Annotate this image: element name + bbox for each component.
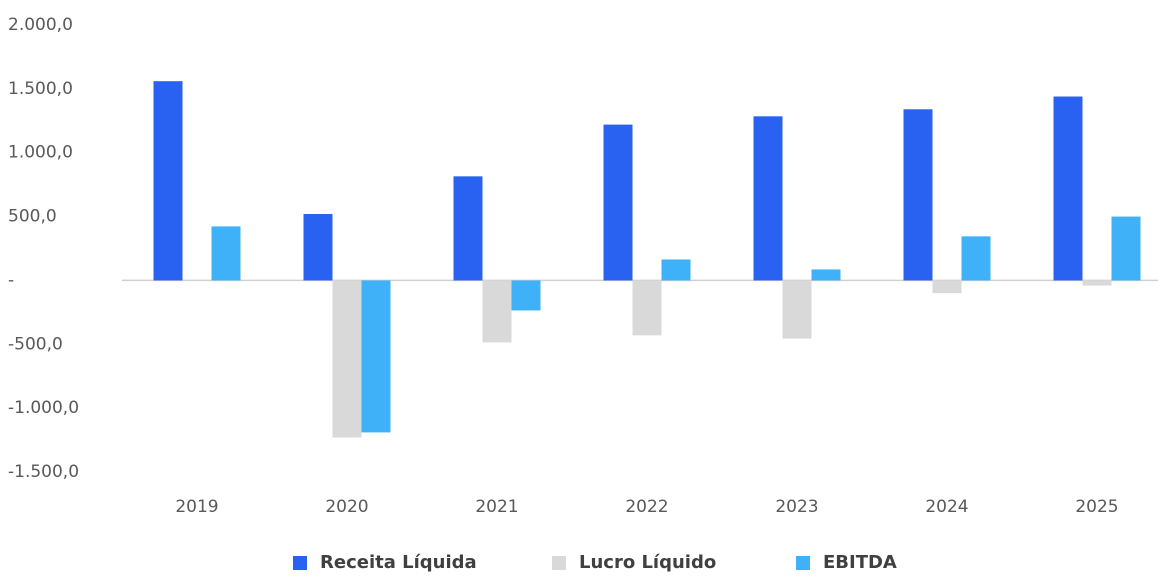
- y-tick-label: -: [8, 270, 14, 290]
- bar: [1082, 280, 1112, 286]
- bar: [482, 280, 512, 343]
- y-tick-label: 2.000,0: [8, 15, 73, 35]
- bar: [511, 280, 541, 311]
- legend-swatch: [293, 556, 307, 570]
- y-tick-label: -1.500,0: [8, 462, 79, 482]
- bar: [1111, 216, 1141, 281]
- y-tick-label: -1.000,0: [8, 398, 79, 418]
- legend-label: Receita Líquida: [320, 552, 477, 573]
- legend-label: Lucro Líquido: [579, 552, 716, 573]
- x-tick-label: 2024: [925, 497, 968, 517]
- bar: [932, 280, 962, 294]
- bar: [903, 109, 933, 281]
- bar: [632, 280, 662, 336]
- legend-swatch: [796, 556, 810, 570]
- x-tick-label: 2020: [325, 497, 368, 517]
- bar: [753, 116, 783, 281]
- x-tick-label: 2021: [475, 497, 518, 517]
- bar: [603, 124, 633, 281]
- bar: [782, 280, 812, 339]
- legend-swatch: [552, 556, 566, 570]
- y-tick-label: -500,0: [8, 334, 63, 354]
- y-tick-label: 500,0: [8, 207, 57, 227]
- bar: [453, 176, 483, 281]
- bar: [661, 259, 691, 281]
- bar: [153, 81, 183, 281]
- bar: [332, 280, 362, 438]
- y-tick-label: 1.500,0: [8, 79, 73, 99]
- bar: [961, 236, 991, 281]
- bar: [361, 280, 391, 433]
- x-tick-label: 2023: [775, 497, 818, 517]
- y-tick-label: 1.000,0: [8, 143, 73, 163]
- bar: [211, 226, 241, 281]
- bar: [1053, 96, 1083, 281]
- bar: [303, 214, 333, 281]
- bar: [811, 269, 841, 281]
- x-tick-label: 2025: [1075, 497, 1118, 517]
- x-tick-label: 2019: [175, 497, 218, 517]
- legend-label: EBITDA: [823, 552, 897, 573]
- x-tick-label: 2022: [625, 497, 668, 517]
